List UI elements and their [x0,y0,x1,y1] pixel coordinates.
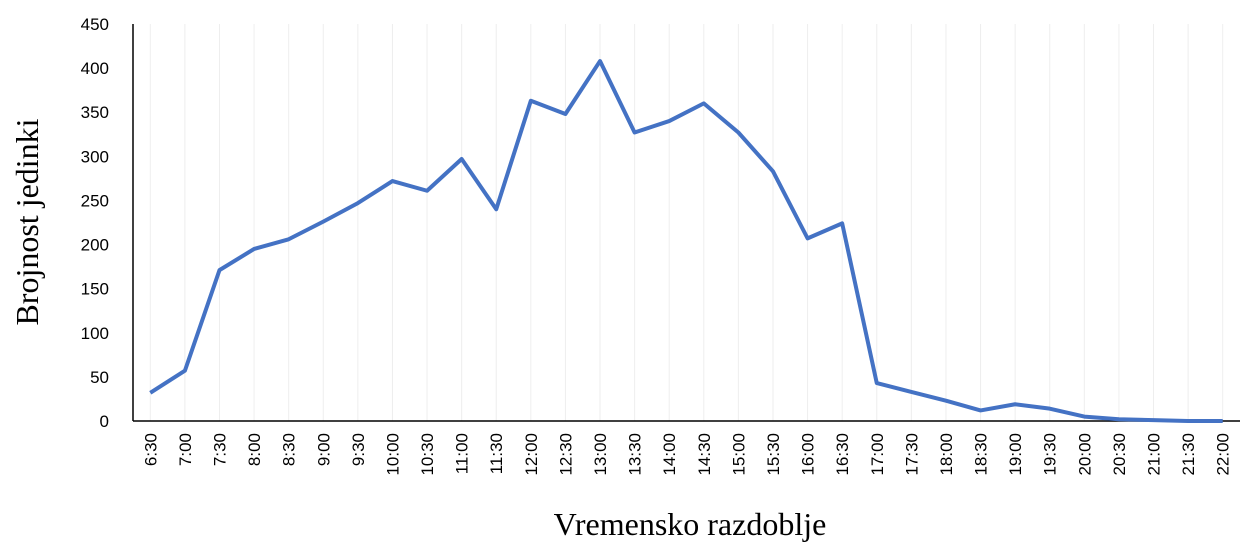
x-tick-label: 8:30 [280,433,299,466]
y-tick-label: 400 [81,59,109,78]
x-tick-label: 18:00 [937,433,956,476]
x-tick-label: 9:00 [314,433,333,466]
x-tick-label: 8:00 [245,433,264,466]
x-tick-label: 17:30 [902,433,921,476]
y-axis-label: Brojnost jedinki [9,118,45,325]
x-tick-label: 18:30 [972,433,991,476]
line-series [149,59,1223,423]
x-tick-label: 12:00 [522,433,541,476]
x-tick-label: 19:00 [1006,433,1025,476]
x-tick-label: 19:30 [1041,433,1060,476]
x-tick-label: 14:00 [660,433,679,476]
y-tick-label: 300 [81,147,109,166]
x-tick-label: 15:30 [764,433,783,476]
x-tick-label: 20:00 [1075,433,1094,476]
x-tick-label: 14:30 [695,433,714,476]
x-tick-label: 20:30 [1110,433,1129,476]
x-tick-label: 21:30 [1179,433,1198,476]
x-tick-label: 15:00 [729,433,748,476]
x-axis-label: Vremensko razdoblje [554,506,827,542]
x-tick-label: 10:30 [418,433,437,476]
x-tick-label: 6:30 [141,433,160,466]
x-tick-label: 22:00 [1214,433,1233,476]
x-tick-label: 16:00 [799,433,818,476]
x-tick-label: 21:00 [1145,433,1164,476]
x-tick-label: 11:00 [453,433,472,474]
y-tick-label: 200 [81,236,109,255]
x-tick-label: 7:30 [210,433,229,466]
x-tick-label: 12:30 [556,433,575,476]
x-tick-label: 17:00 [868,433,887,476]
y-tick-label: 450 [81,15,109,34]
x-tick-label: 16:30 [833,433,852,476]
y-tick-label: 50 [90,368,109,387]
x-tick-label: 13:30 [626,433,645,476]
x-tick-label: 11:30 [487,433,506,474]
x-tick-label: 9:30 [349,433,368,466]
x-tick-label: 13:00 [591,433,610,476]
y-tick-label: 0 [100,412,109,431]
y-tick-label: 100 [81,324,109,343]
y-tick-label: 150 [81,280,109,299]
x-tick-label: 7:00 [176,433,195,466]
y-tick-label: 350 [81,103,109,122]
x-tick-label: 10:00 [383,433,402,476]
y-tick-label: 250 [81,191,109,210]
